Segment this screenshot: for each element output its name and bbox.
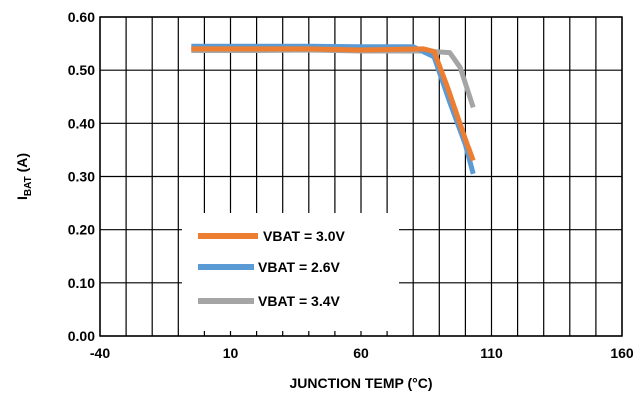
- series-line-3-0v: [191, 46, 476, 162]
- y-tick-label: 0.30: [68, 169, 95, 185]
- y-tick-label: 0.20: [68, 222, 95, 238]
- legend-label: VBAT = 3.4V: [258, 293, 340, 309]
- legend: VBAT = 3.0V VBAT = 2.6V VBAT = 3.4V: [182, 213, 399, 331]
- x-tick-label: -40: [90, 345, 110, 361]
- y-tick-label: 0.00: [68, 328, 95, 344]
- legend-label: VBAT = 2.6V: [258, 259, 340, 275]
- legend-label: VBAT = 3.0V: [263, 228, 345, 244]
- y-tick-label: 0.50: [68, 62, 95, 78]
- x-tick-label: 110: [480, 345, 503, 361]
- legend-box: [182, 213, 399, 331]
- plot-frame: [99, 16, 623, 337]
- y-tick-label: 0.10: [68, 275, 95, 291]
- x-tick-label: 60: [353, 345, 369, 361]
- y-axis-title: IBAT (A): [14, 153, 34, 200]
- x-tick-label: 10: [223, 345, 239, 361]
- y-tick-label: 0.40: [68, 115, 95, 131]
- x-tick-label: 160: [610, 345, 634, 361]
- x-axis-title: JUNCTION TEMP (°C): [289, 375, 432, 391]
- y-tick-label: 0.60: [68, 9, 95, 25]
